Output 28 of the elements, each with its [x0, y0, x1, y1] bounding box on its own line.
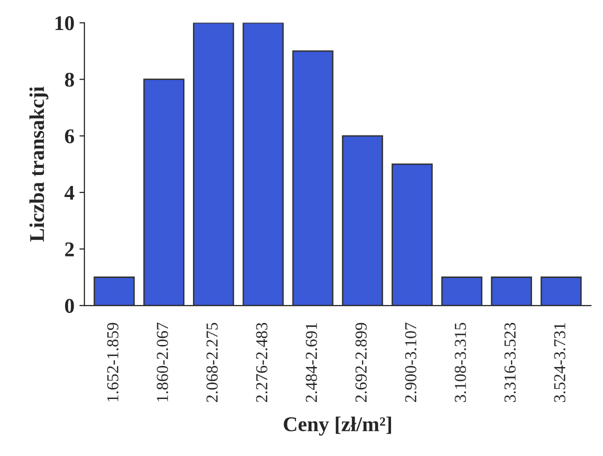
bar: [192, 22, 234, 306]
y-tick-label: 6: [64, 129, 74, 144]
x-tick-label: 2.900-3.107: [405, 322, 416, 402]
x-tick-label: 1.652-1.859: [107, 322, 118, 402]
x-tick-label: 2.692-2.899: [355, 322, 367, 402]
bar: [392, 163, 433, 306]
x-tick-label: 3.108-3.315: [454, 322, 466, 402]
y-tick-label: 0: [65, 298, 74, 313]
x-tick-label: 3.524-3.731: [554, 323, 566, 402]
x-axis-title: Ceny [zł/m²]: [284, 416, 392, 436]
y-tick-label: 8: [64, 72, 74, 87]
x-tick-label: 2.484-2.691: [306, 323, 318, 402]
bar: [292, 50, 334, 306]
x-tick-label: 2.276-2.483: [256, 322, 268, 402]
bar: [94, 276, 135, 306]
y-tick-label: 4: [64, 186, 74, 200]
y-tick-label: 2: [65, 242, 74, 256]
y-tick-label: 10: [56, 16, 74, 30]
bar: [441, 276, 482, 306]
bar: [242, 22, 284, 306]
bar: [342, 135, 384, 306]
bar: [143, 78, 184, 306]
bar: [540, 276, 582, 306]
bar: [490, 276, 532, 306]
x-tick-label: 2.068-2.275: [206, 322, 218, 402]
y-axis-title: Liczba transakcji: [29, 86, 48, 242]
x-tick-label: 1.860-2.067: [156, 322, 168, 402]
x-tick-label: 3.316-3.523: [504, 322, 516, 402]
